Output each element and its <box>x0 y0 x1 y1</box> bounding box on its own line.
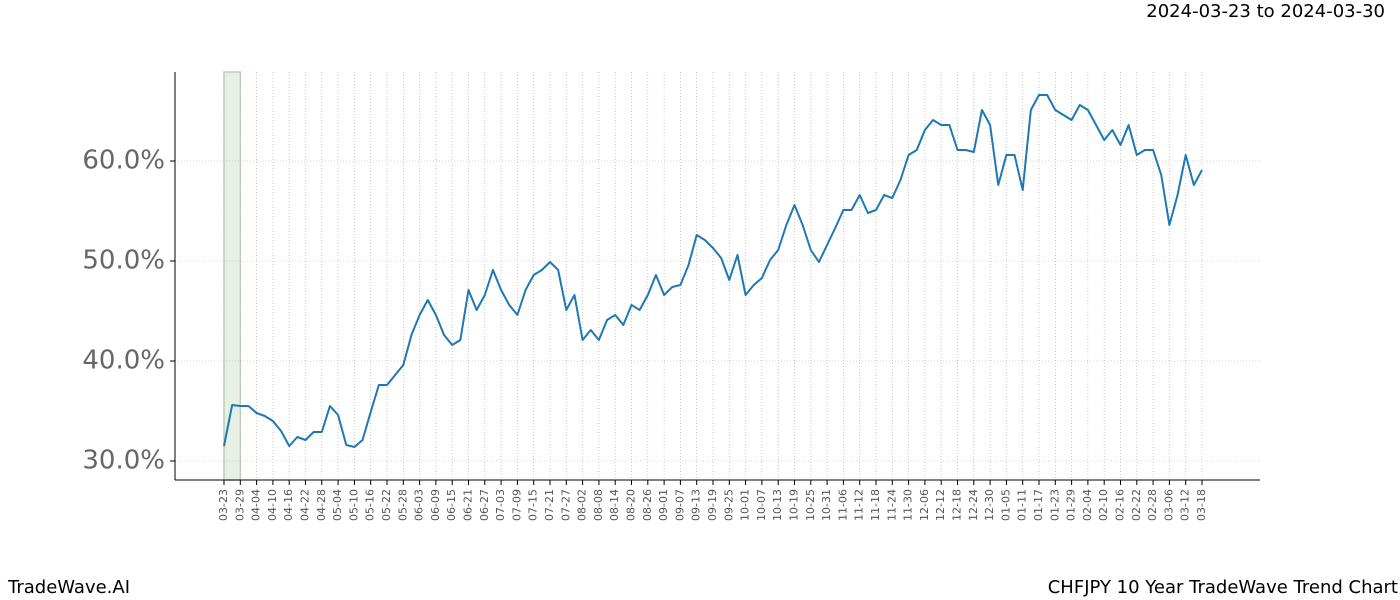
x-tick-label: 09-25 <box>722 489 735 521</box>
x-tick-label: 04-10 <box>266 489 279 521</box>
y-tick-label: 50.0% <box>82 246 165 276</box>
x-tick-label: 04-04 <box>250 489 263 521</box>
x-tick-label: 11-24 <box>885 489 898 521</box>
x-tick-label: 07-15 <box>527 489 540 521</box>
x-tick-label: 08-02 <box>576 489 589 521</box>
y-tick-label: 40.0% <box>82 346 165 376</box>
x-tick-label: 10-13 <box>771 489 784 521</box>
y-tick-label: 60.0% <box>82 146 165 176</box>
x-tick-label: 03-23 <box>217 489 230 521</box>
x-tick-label: 11-18 <box>869 489 882 521</box>
x-tick-label: 02-04 <box>1081 489 1094 521</box>
x-tick-label: 12-06 <box>918 489 931 521</box>
x-tick-label: 01-17 <box>1032 489 1045 521</box>
x-tick-label: 10-01 <box>739 489 752 521</box>
x-tick-label: 12-24 <box>967 489 980 521</box>
x-tick-label: 03-29 <box>233 489 246 521</box>
chart-title: CHFJPY 10 Year TradeWave Trend Chart <box>1048 577 1398 598</box>
x-tick-label: 11-30 <box>902 489 915 521</box>
x-tick-label: 10-07 <box>755 489 768 521</box>
x-tick-label: 05-28 <box>396 489 409 521</box>
x-tick-label: 05-22 <box>380 489 393 521</box>
x-tick-label: 10-25 <box>804 489 817 521</box>
x-tick-label: 06-03 <box>413 489 426 521</box>
x-tick-label: 06-15 <box>445 489 458 521</box>
x-tick-label: 11-06 <box>836 489 849 521</box>
x-tick-label: 05-10 <box>347 489 360 521</box>
x-tick-label: 08-08 <box>592 489 605 521</box>
x-tick-label: 02-10 <box>1097 489 1110 521</box>
x-tick-label: 05-04 <box>331 489 344 521</box>
x-tick-label: 04-28 <box>315 489 328 521</box>
x-tick-label: 07-27 <box>559 489 572 521</box>
x-tick-label: 03-06 <box>1162 489 1175 521</box>
x-tick-label: 10-31 <box>820 489 833 521</box>
data-line <box>223 94 1203 448</box>
x-tick-label: 08-20 <box>625 489 638 521</box>
x-tick-label: 08-26 <box>641 489 654 521</box>
x-tick-label: 02-28 <box>1146 489 1159 521</box>
x-tick-label: 03-12 <box>1179 489 1192 521</box>
x-tick-label: 01-29 <box>1065 489 1078 521</box>
x-tick-label: 12-18 <box>951 489 964 521</box>
x-tick-label: 02-16 <box>1114 489 1127 521</box>
x-tick-label: 07-09 <box>510 489 523 521</box>
x-tick-label: 01-11 <box>1016 489 1029 521</box>
highlight-band <box>223 71 242 481</box>
y-tick-label: 30.0% <box>82 446 165 476</box>
x-tick-label: 01-05 <box>999 489 1012 521</box>
x-tick-label: 10-19 <box>788 489 801 521</box>
x-tick-label: 03-18 <box>1195 489 1208 521</box>
x-tick-label: 07-21 <box>543 489 556 521</box>
x-tick-label: 12-12 <box>934 489 947 521</box>
x-tick-label: 12-30 <box>983 489 996 521</box>
footer: TradeWave.AI <box>7 577 130 598</box>
x-tick-label: 02-22 <box>1130 489 1143 521</box>
x-tick-label: 06-21 <box>462 489 475 521</box>
x-tick-label: 06-27 <box>478 489 491 521</box>
x-tick-label: 09-07 <box>673 489 686 521</box>
x-tick-label: 06-09 <box>429 489 442 521</box>
x-tick-label: 09-13 <box>690 489 703 521</box>
x-tick-label: 05-16 <box>364 489 377 521</box>
x-tick-label: 08-14 <box>608 489 621 521</box>
subtitle: 2024-03-23 to 2024-03-30 <box>1146 1 1385 22</box>
x-tick-label: 09-19 <box>706 489 719 521</box>
x-tick-label: 01-23 <box>1048 489 1061 521</box>
x-tick-label: 09-01 <box>657 489 670 521</box>
x-tick-label: 11-12 <box>853 489 866 521</box>
x-tick-label: 04-22 <box>299 489 312 521</box>
x-tick-label: 07-03 <box>494 489 507 521</box>
x-tick-label: 04-16 <box>282 489 295 521</box>
